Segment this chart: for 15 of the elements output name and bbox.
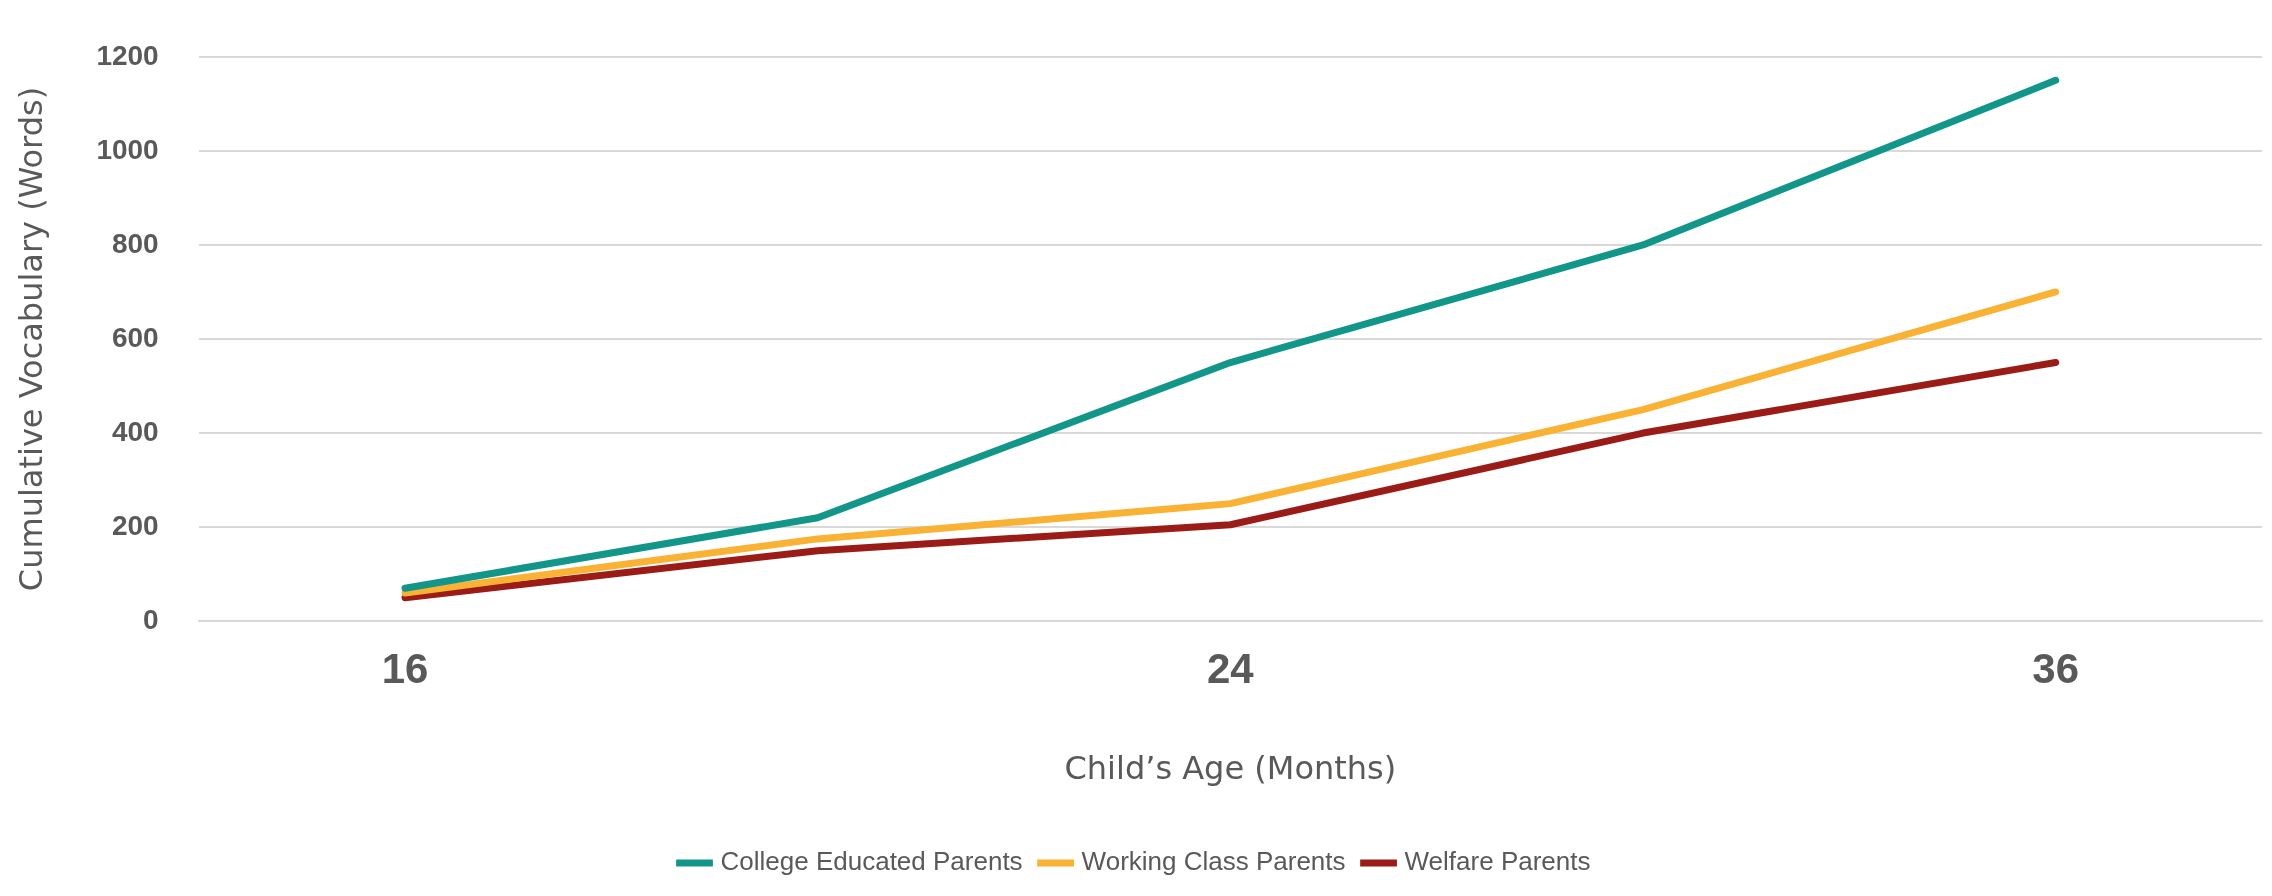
x-tick-label: 16 [381, 644, 429, 692]
x-tick-label: 24 [1206, 644, 1255, 692]
y-tick-label: 200 [111, 509, 159, 541]
y-tick-label: 400 [111, 415, 159, 447]
legend-label: Working Class Parents [1081, 846, 1346, 877]
y-tick-label: 1200 [96, 39, 159, 71]
x-tick-label: 36 [2032, 644, 2080, 692]
y-tick-label: 1000 [96, 133, 159, 165]
y-tick-label: 0 [143, 603, 159, 635]
y-tick-label: 600 [111, 321, 159, 353]
y-tick-label: 800 [111, 227, 159, 259]
legend-label: Welfare Parents [1404, 846, 1591, 877]
legend-label: College Educated Parents [720, 846, 1023, 877]
x-axis-title: Child’s Age (Months) [1064, 749, 1397, 788]
y-axis-title: Cumulative Vocabulary (Words) [11, 86, 50, 592]
